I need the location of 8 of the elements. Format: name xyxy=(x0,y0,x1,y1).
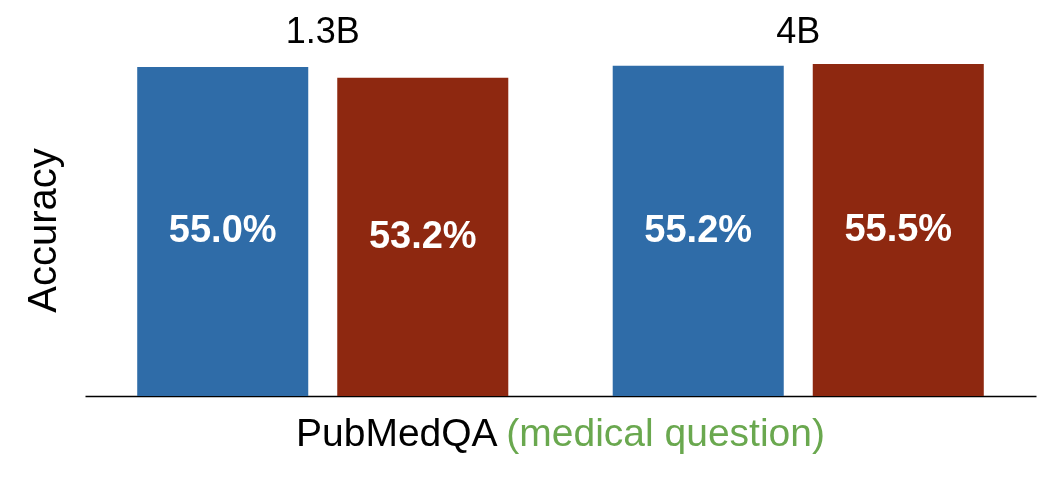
data-label: 53.2% xyxy=(368,213,477,256)
data-label: 55.5% xyxy=(844,207,953,249)
x-tick-label: 1.3B xyxy=(285,9,360,51)
x-axis-title: PubMedQA (medical question) xyxy=(296,411,825,454)
data-label: 55.0% xyxy=(168,208,277,251)
data-label: 55.2% xyxy=(644,207,753,250)
y-axis-title: Accuracy xyxy=(19,148,64,313)
x-tick-label: 4B xyxy=(776,9,821,51)
